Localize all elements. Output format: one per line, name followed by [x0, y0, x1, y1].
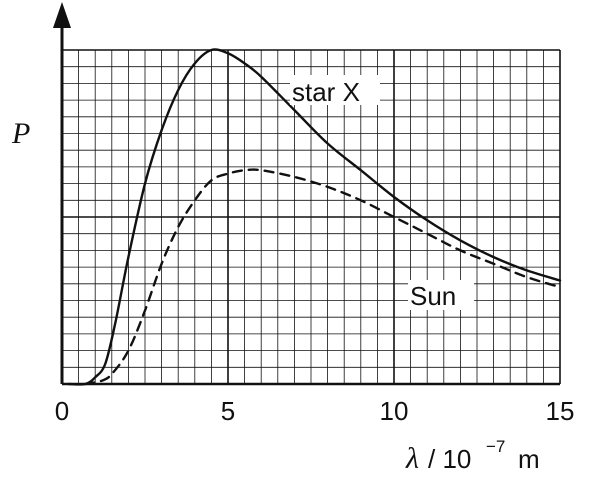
star-x-label-bg [290, 75, 380, 105]
x-axis-title-metre: m [518, 444, 540, 474]
series-label-star-x: star X [292, 77, 360, 107]
y-axis-arrowhead [53, 2, 71, 28]
series-label-sun: Sun [410, 281, 456, 311]
x-axis-title: λ / 10 −7 m [405, 437, 540, 475]
sun-label-bg [408, 280, 474, 310]
series-line-star-x [67, 48, 562, 386]
y-axis-title: P [11, 117, 30, 150]
x-tick-label: 0 [55, 396, 69, 426]
x-axis-title-exponent: −7 [486, 437, 505, 456]
x-axis-title-symbol: λ [405, 442, 419, 475]
x-tick-label: 5 [221, 396, 235, 426]
x-tick-label: 15 [546, 396, 575, 426]
x-axis-title-unit: / 10 [428, 444, 471, 474]
series-line-sun [84, 168, 562, 386]
series-layer [67, 48, 562, 386]
x-tick-labels: 0 5 10 15 [55, 396, 575, 426]
x-tick-label: 10 [380, 396, 409, 426]
